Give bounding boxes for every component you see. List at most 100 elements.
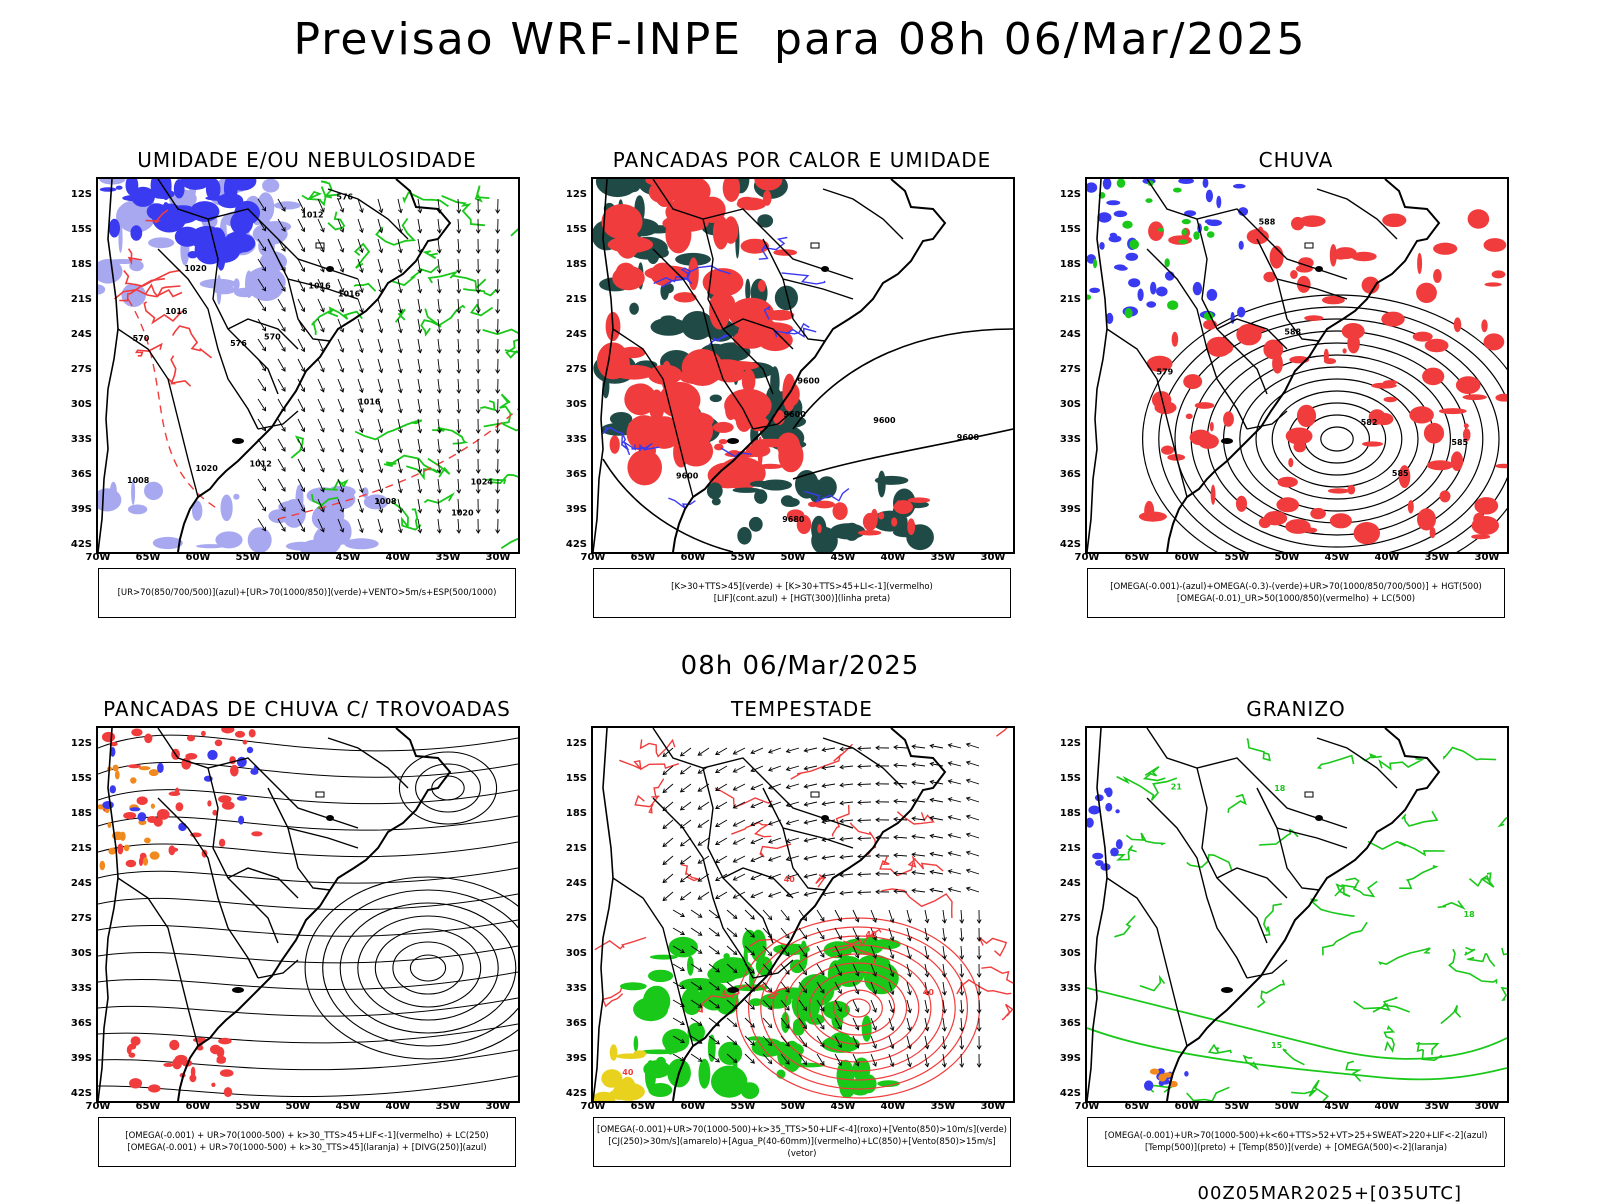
contour-label: 1016 xyxy=(358,398,381,407)
shade-blob xyxy=(894,500,913,514)
contour-line xyxy=(1444,748,1496,760)
shade-blob xyxy=(873,939,901,950)
contour-label: 1012 xyxy=(301,211,323,220)
shade-blob xyxy=(750,481,770,487)
lon-tick-label: 35W xyxy=(1422,552,1452,563)
shade-blob xyxy=(1276,497,1299,512)
shade-blob xyxy=(1115,809,1119,813)
lat-tick-label: 42S xyxy=(66,539,92,550)
shade-blob xyxy=(98,488,121,511)
shade-blob xyxy=(1471,534,1490,539)
shade-blob xyxy=(1454,317,1462,332)
shade-blob xyxy=(1172,332,1179,347)
panel-1-title: UMIDADE E/OU NEBULOSIDADE xyxy=(96,148,518,172)
contour-line xyxy=(1368,841,1445,855)
shade-blob xyxy=(249,729,256,737)
panel-2-title: PANCADAS POR CALOR E UMIDADE xyxy=(591,148,1013,172)
contour-label: 570 xyxy=(264,332,281,341)
contour-line xyxy=(1311,899,1355,916)
lake xyxy=(1315,815,1323,821)
contour-label: 40 xyxy=(784,875,796,884)
wind-vector xyxy=(258,499,266,511)
lat-tick-label: 36S xyxy=(1055,469,1081,480)
shade-blob xyxy=(130,807,141,811)
shade-blob xyxy=(643,1060,670,1078)
shade-blob xyxy=(137,796,148,805)
contour-label: 576 xyxy=(336,193,353,202)
wind-vector xyxy=(681,892,691,900)
panel-3-legend-line-2: [OMEGA(-0.01)_UR>50(1000/850)(vermelho) … xyxy=(1177,593,1415,605)
shade-blob xyxy=(681,311,713,340)
country-borders xyxy=(1087,179,1439,552)
shade-blob xyxy=(634,1036,639,1052)
shade-blob xyxy=(1195,402,1215,409)
contour-line xyxy=(1500,809,1507,825)
contour-line xyxy=(909,857,943,871)
shade-blob xyxy=(1105,803,1112,812)
shade-blob xyxy=(1343,348,1347,353)
shade-blob xyxy=(733,330,767,349)
map-marker xyxy=(811,243,819,248)
shade-blob xyxy=(1117,179,1126,188)
lc850-red xyxy=(737,918,980,1098)
lon-tick-label: 50W xyxy=(778,552,808,563)
map-marker xyxy=(1305,792,1313,797)
contour-label: 1020 xyxy=(451,509,474,518)
border-line xyxy=(1147,728,1347,828)
wind-vector xyxy=(858,874,871,875)
shade-blob xyxy=(1158,228,1164,232)
panel-3-legend-line-1: [OMEGA(-0.001)-(azul)+OMEGA(-0.3)-(verde… xyxy=(1110,581,1482,593)
contour-line xyxy=(1380,948,1431,965)
contour-label: 1020 xyxy=(196,464,219,473)
lat-tick-label: 36S xyxy=(561,1018,587,1029)
border-line xyxy=(258,960,298,978)
shade-blob xyxy=(878,512,884,520)
lat-tick-label: 42S xyxy=(1055,539,1081,550)
contour-line xyxy=(1283,1049,1304,1065)
panel-5-title: TEMPESTADE xyxy=(591,697,1013,721)
shade-blob xyxy=(107,822,111,828)
contour-line xyxy=(1114,916,1135,937)
contour-line xyxy=(1247,739,1270,761)
shade-blob xyxy=(169,1040,179,1050)
shade-blob xyxy=(1182,229,1187,236)
shade-blob xyxy=(627,450,662,486)
lon-tick-label: 60W xyxy=(1172,552,1202,563)
border-line xyxy=(653,798,753,978)
shade-blob xyxy=(1150,1069,1159,1075)
wind-vector xyxy=(745,910,754,919)
lat-tick-label: 24S xyxy=(66,329,92,340)
contour-line xyxy=(1399,866,1436,889)
shade-blob xyxy=(150,851,160,859)
lon-tick-label: 40W xyxy=(383,552,413,563)
shade-blob xyxy=(247,747,253,753)
shade-blob xyxy=(758,464,783,469)
lat-tick-label: 18S xyxy=(1055,259,1081,270)
lat-tick-label: 30S xyxy=(66,399,92,410)
contour-label: 585 xyxy=(1392,469,1409,478)
shade-blob xyxy=(1294,441,1307,452)
shade-blob xyxy=(1129,240,1139,250)
contour-line xyxy=(1126,833,1163,845)
contour-line xyxy=(1346,878,1378,896)
shade-blob xyxy=(1109,235,1122,242)
shade-blob xyxy=(1088,806,1100,815)
lon-tick-label: 40W xyxy=(383,1101,413,1112)
shade-blob xyxy=(128,505,147,515)
contour-line xyxy=(1354,998,1398,1010)
shade-blob xyxy=(1138,289,1144,302)
shade-blob xyxy=(220,1069,234,1077)
lat-tick-label: 24S xyxy=(66,878,92,889)
wind-vector xyxy=(681,838,691,846)
shade-blob xyxy=(1484,333,1505,350)
lat-tick-label: 12S xyxy=(66,738,92,749)
wind-vector xyxy=(458,359,459,373)
shade-blob xyxy=(710,395,722,403)
shade-blob xyxy=(1297,405,1316,427)
shade-blob xyxy=(1304,315,1323,321)
shade-blob xyxy=(781,495,794,506)
shade-blob xyxy=(610,1044,618,1060)
border-line xyxy=(1147,798,1247,978)
